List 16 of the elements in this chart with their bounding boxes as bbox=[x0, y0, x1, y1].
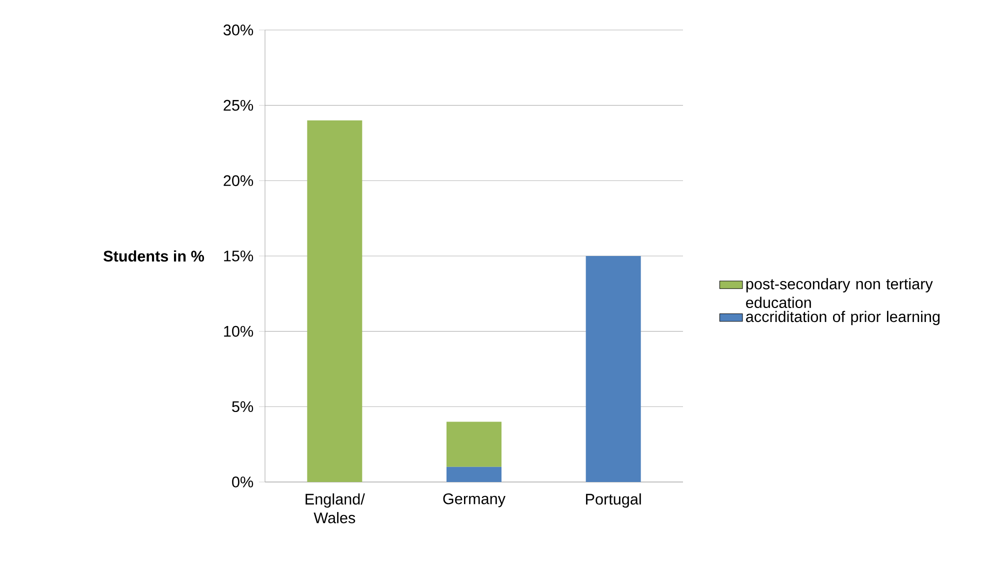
y-tick-label: 10% bbox=[224, 326, 254, 337]
y-tick-label: 0% bbox=[232, 476, 254, 488]
x-tick-label: Portugal bbox=[586, 493, 641, 508]
bar bbox=[307, 120, 362, 482]
y-tick-label: 5% bbox=[232, 401, 254, 412]
y-tick-label: 15% bbox=[224, 250, 254, 262]
bar bbox=[446, 466, 502, 482]
x-tick-label: Germany bbox=[443, 493, 506, 508]
y-tick-label: 20% bbox=[224, 175, 254, 186]
bar bbox=[586, 256, 641, 482]
y-tick-label: 25% bbox=[224, 100, 254, 111]
y-axis-title: Students in % bbox=[104, 250, 204, 262]
bar bbox=[446, 422, 502, 467]
y-tick-label: 30% bbox=[224, 24, 254, 36]
x-tick-label: England/ Wales bbox=[306, 493, 365, 524]
legend-label: accriditation of prior learning bbox=[746, 310, 940, 326]
